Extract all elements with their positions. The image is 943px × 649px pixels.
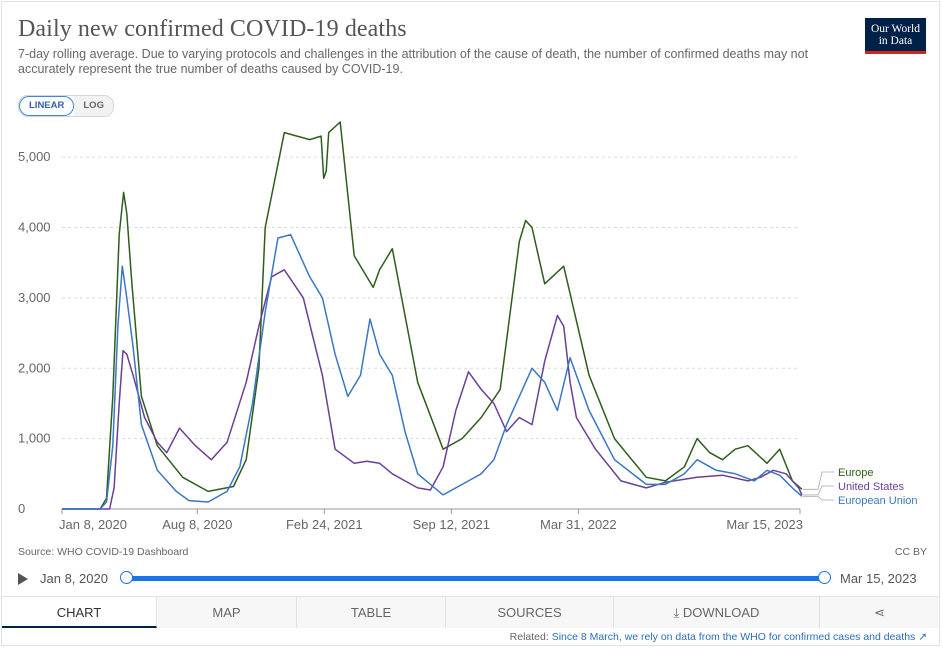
logo-line-2: in Data xyxy=(878,35,913,47)
related-note: Related: Since 8 March, we rely on data … xyxy=(510,631,927,643)
related-link[interactable]: Since 8 March, we rely on data from the … xyxy=(551,631,927,643)
line-chart: 0 1,000 2,000 3,000 4,000 5,000 Jan 8, 2020 Au… xyxy=(18,121,918,532)
x-tick-labels: Jan 8, 2020 Aug 8, 2020 Feb 24, 2021 Sep 12… xyxy=(59,509,803,532)
legend-leader-line xyxy=(803,495,834,501)
tab-sources[interactable]: SOURCES xyxy=(446,597,614,628)
x-tick-label: Aug 8, 2020 xyxy=(162,517,232,532)
y-tick-label: 5,000 xyxy=(18,149,51,164)
y-tick-label: 1,000 xyxy=(18,431,51,446)
owid-logo[interactable]: Our World in Data xyxy=(865,18,926,54)
legend: Europe United States European Union xyxy=(803,467,918,507)
chart-subtitle: 7-day rolling average. Due to varying pr… xyxy=(18,47,809,76)
share-icon[interactable]: ⋖ xyxy=(874,605,885,620)
y-tick-labels: 0 1,000 2,000 3,000 4,000 5,000 xyxy=(18,149,51,516)
series-line-united-states[interactable] xyxy=(62,269,803,510)
timeline-start-handle[interactable] xyxy=(120,571,133,584)
scale-toggle: LINEAR LOG xyxy=(18,95,114,117)
y-tick-label: 2,000 xyxy=(18,360,51,375)
y-tick-label: 3,000 xyxy=(18,290,51,305)
source-note: Source: WHO COVID-19 Dashboard xyxy=(18,546,189,558)
y-tick-label: 0 xyxy=(18,501,25,516)
legend-leader-line xyxy=(803,485,834,496)
tab-chart[interactable]: CHART xyxy=(2,597,157,628)
chart-title: Daily new confirmed COVID-19 deaths xyxy=(18,16,407,42)
timeline: Jan 8, 2020 Mar 15, 2023 xyxy=(18,570,930,588)
legend-label-europe[interactable]: Europe xyxy=(838,467,873,479)
y-gridlines xyxy=(62,156,800,510)
related-label: Related: xyxy=(509,631,549,643)
x-tick-label: Mar 15, 2023 xyxy=(726,517,803,532)
logo-line-1: Our World xyxy=(870,23,920,35)
timeline-end-label: Mar 15, 2023 xyxy=(840,571,917,586)
timeline-end-handle[interactable] xyxy=(818,571,831,584)
timeline-track[interactable] xyxy=(126,576,824,581)
timeline-start-label: Jan 8, 2020 xyxy=(40,571,108,586)
x-tick-label: Jan 8, 2020 xyxy=(59,517,127,532)
tab-download[interactable]: ⤓ DOWNLOAD xyxy=(614,597,820,628)
x-tick-label: Feb 24, 2021 xyxy=(286,517,363,532)
tab-map[interactable]: MAP xyxy=(157,597,297,628)
y-tick-label: 4,000 xyxy=(18,220,51,235)
linear-scale-button[interactable]: LINEAR xyxy=(19,96,75,116)
tab-bar: CHART MAP TABLE SOURCES ⤓ DOWNLOAD ⋖ xyxy=(2,596,939,628)
play-icon[interactable] xyxy=(18,573,28,585)
tab-table[interactable]: TABLE xyxy=(297,597,446,628)
legend-label-european-union[interactable]: European Union xyxy=(838,495,918,507)
series-line-european-union[interactable] xyxy=(62,233,803,510)
license-link[interactable]: CC BY xyxy=(894,546,927,558)
legend-leader-line xyxy=(803,471,834,490)
series-line-europe[interactable] xyxy=(62,121,803,510)
x-tick-label: Mar 31, 2022 xyxy=(540,517,617,532)
legend-label-united-states[interactable]: United States xyxy=(838,481,905,493)
series-lines xyxy=(62,121,803,510)
x-tick-label: Sep 12, 2021 xyxy=(413,517,490,532)
log-scale-button[interactable]: LOG xyxy=(74,96,113,116)
